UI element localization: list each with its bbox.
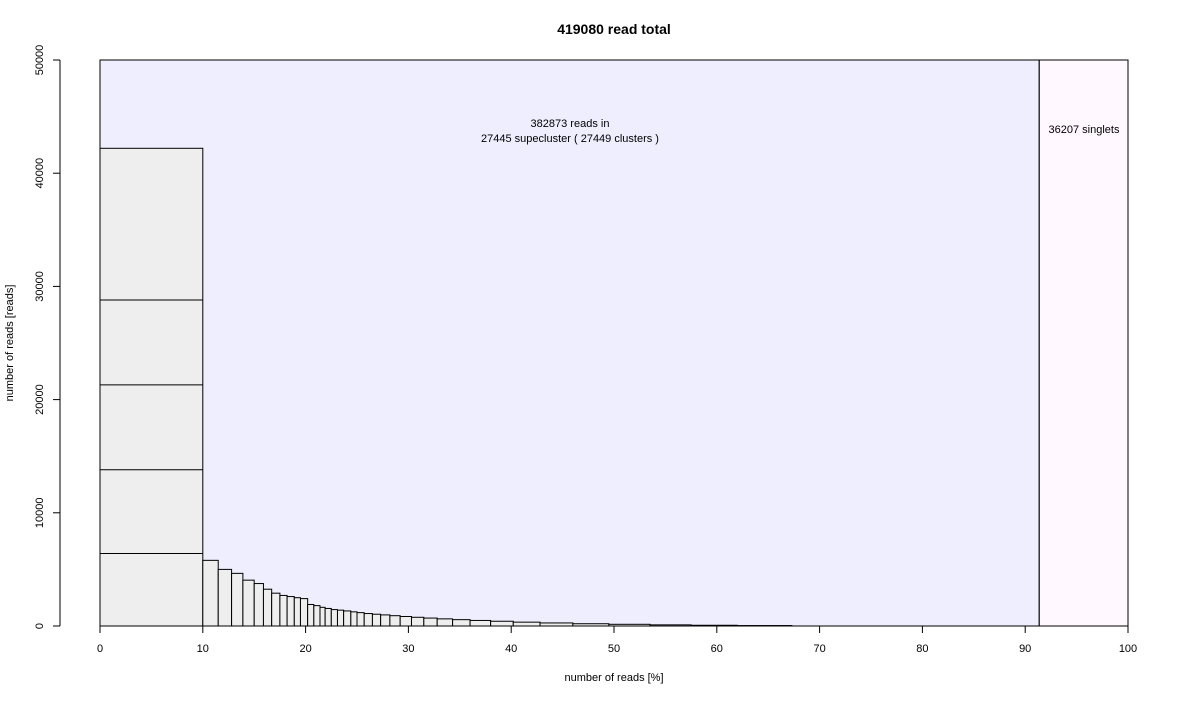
y-tick-label: 0: [34, 623, 46, 629]
bar: [372, 614, 380, 626]
bar: [294, 598, 300, 626]
clustered-annotation-line1: 382873 reads in: [531, 118, 610, 130]
bar: [308, 604, 314, 626]
bar: [272, 593, 280, 626]
x-axis-label: number of reads [%]: [564, 672, 663, 684]
bar: [203, 560, 218, 626]
bar: [513, 622, 540, 626]
bar: [232, 573, 243, 626]
x-tick-label: 50: [608, 643, 620, 655]
bar: [300, 599, 307, 626]
bar: [287, 597, 294, 626]
x-tick-label: 70: [813, 643, 825, 655]
x-tick-label: 40: [505, 643, 517, 655]
bar: [364, 614, 372, 626]
bar: [491, 621, 514, 626]
bar: [351, 612, 357, 626]
x-tick-label: 10: [197, 643, 209, 655]
bar: [390, 616, 400, 626]
singlets-annotation: 36207 singlets: [1049, 124, 1120, 136]
y-tick-label: 30000: [34, 271, 46, 302]
chart-title: 419080 read total: [557, 21, 671, 37]
bar: [218, 569, 231, 626]
bar: [320, 607, 325, 626]
bar: [381, 615, 390, 626]
x-tick-label: 0: [97, 643, 103, 655]
bar: [331, 610, 337, 626]
y-tick-label: 10000: [34, 498, 46, 529]
bar: [325, 608, 331, 626]
x-tick-label: 60: [711, 643, 723, 655]
x-tick-label: 20: [299, 643, 311, 655]
x-tick-label: 90: [1019, 643, 1031, 655]
bar: [357, 613, 364, 626]
bar: [411, 617, 423, 626]
y-tick-label: 40000: [34, 158, 46, 189]
bar: [424, 618, 437, 626]
bar-first-bin: [100, 148, 203, 626]
y-tick-label: 20000: [34, 384, 46, 415]
y-tick-label: 50000: [34, 45, 46, 76]
y-axis-label: number of reads [reads]: [4, 285, 16, 402]
x-tick-label: 100: [1119, 643, 1137, 655]
bar: [314, 606, 320, 626]
bar: [470, 620, 491, 626]
bar: [400, 616, 411, 626]
bar: [344, 611, 351, 626]
bar: [437, 619, 452, 626]
bar: [254, 584, 263, 626]
bar: [337, 610, 343, 626]
x-tick-label: 80: [916, 643, 928, 655]
clustered-annotation-line2: 27445 supecluster ( 27449 clusters ): [481, 133, 659, 145]
bar: [263, 589, 271, 626]
bar: [453, 620, 470, 626]
x-tick-label: 30: [402, 643, 414, 655]
bar: [280, 595, 287, 626]
singlets-region: [1039, 60, 1128, 626]
bar: [243, 580, 254, 626]
